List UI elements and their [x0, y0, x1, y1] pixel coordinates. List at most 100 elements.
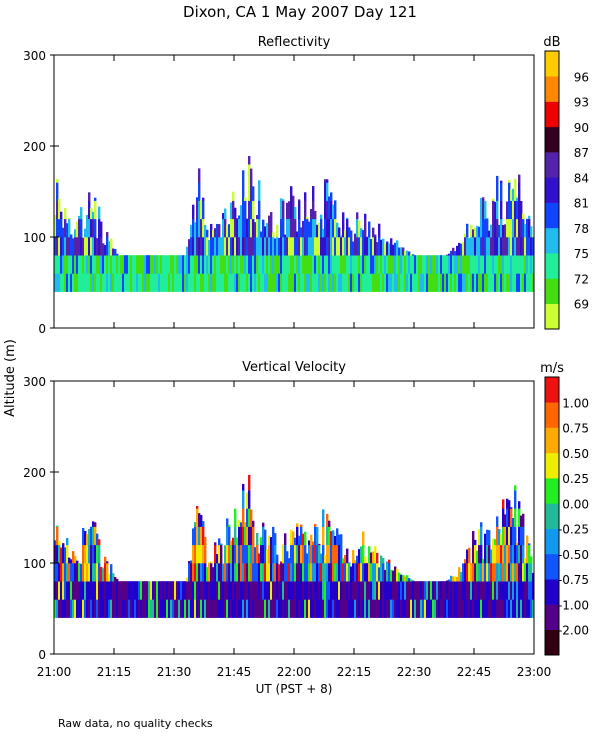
heatmap-cell: [198, 168, 201, 183]
heatmap-cell: [92, 521, 95, 527]
heatmap-cell: [504, 273, 507, 292]
heatmap-cell: [356, 563, 359, 582]
heatmap-cell: [244, 196, 247, 201]
heatmap-cell: [226, 273, 229, 292]
heatmap-cell: [416, 255, 419, 274]
heatmap-cell: [374, 546, 377, 564]
heatmap-cell: [310, 563, 313, 582]
heatmap-cell: [362, 581, 365, 600]
heatmap-cell: [284, 255, 287, 274]
heatmap-cell: [182, 273, 185, 292]
heatmap-cell: [480, 200, 483, 220]
heatmap-cell: [58, 200, 61, 220]
heatmap-cell: [206, 273, 209, 292]
heatmap-cell: [314, 211, 317, 220]
heatmap-cell: [96, 238, 99, 256]
heatmap-cell: [76, 255, 79, 274]
colorbar-label: -0.50: [558, 548, 589, 562]
heatmap-cell: [122, 273, 125, 292]
heatmap-cell: [82, 273, 85, 292]
heatmap-cell: [508, 273, 511, 292]
heatmap-cell: [66, 538, 69, 546]
heatmap-cell: [348, 273, 351, 292]
heatmap-cell: [54, 218, 57, 238]
heatmap-cell: [480, 563, 483, 582]
heatmap-cell: [234, 255, 237, 274]
footer-note: Raw data, no quality checks: [58, 717, 213, 730]
heatmap-cell: [94, 522, 97, 527]
heatmap-cell: [344, 563, 347, 582]
heatmap-cell: [516, 255, 519, 274]
heatmap-cell: [384, 599, 387, 618]
heatmap-cell: [318, 563, 321, 582]
heatmap-cell: [352, 563, 355, 582]
heatmap-cell: [398, 255, 401, 274]
heatmap-cell: [270, 255, 273, 274]
heatmap-cell: [506, 498, 509, 509]
heatmap-cell: [466, 581, 469, 600]
colorbar-label: 90: [574, 121, 589, 135]
heatmap-cell: [200, 199, 203, 201]
heatmap-cell: [78, 237, 81, 256]
heatmap-cell: [510, 599, 513, 618]
heatmap-cell: [274, 544, 277, 564]
heatmap-cell: [408, 578, 411, 582]
heatmap-cell: [246, 508, 249, 527]
heatmap-cell: [352, 241, 355, 256]
colorbar-swatch: [545, 528, 559, 555]
heatmap-cell: [508, 544, 511, 564]
heatmap-cell: [254, 255, 257, 274]
velocity-x-ticks: 21:00 21:15 21:30 21:45 22:00 22:15 22:30 22:45…: [37, 381, 551, 679]
heatmap-cell: [54, 273, 57, 292]
heatmap-cell: [246, 581, 249, 600]
heatmap-cell: [376, 273, 379, 292]
heatmap-cell: [466, 223, 469, 238]
heatmap-cell: [74, 273, 77, 292]
heatmap-cell: [290, 200, 293, 220]
heatmap-cell: [288, 255, 291, 274]
heatmap-cell: [150, 581, 153, 600]
heatmap-cell: [56, 599, 59, 618]
heatmap-cell: [168, 599, 171, 618]
heatmap-cell: [476, 599, 479, 618]
heatmap-cell: [456, 245, 459, 256]
heatmap-cell: [100, 237, 103, 256]
heatmap-cell: [464, 233, 467, 238]
heatmap-cell: [292, 195, 295, 201]
heatmap-cell: [196, 237, 199, 256]
heatmap-cell: [336, 544, 339, 564]
heatmap-cell: [362, 531, 365, 546]
heatmap-cell: [256, 218, 259, 238]
heatmap-cell: [332, 255, 335, 274]
heatmap-cell: [212, 599, 215, 618]
heatmap-cell: [162, 273, 165, 292]
heatmap-cell: [110, 581, 113, 600]
heatmap-cell: [326, 218, 329, 238]
heatmap-cell: [252, 255, 255, 274]
heatmap-cell: [362, 544, 365, 564]
heatmap-cell: [236, 255, 239, 274]
heatmap-cell: [340, 255, 343, 274]
heatmap-cell: [280, 218, 283, 238]
heatmap-cell: [270, 563, 273, 582]
heatmap-cell: [92, 255, 95, 274]
heatmap-cell: [70, 599, 73, 618]
heatmap-cell: [388, 599, 391, 618]
y-tick-label: 300: [23, 375, 46, 389]
heatmap-cell: [334, 200, 337, 220]
heatmap-cell: [258, 563, 261, 582]
heatmap-cell: [480, 237, 483, 256]
heatmap-cell: [310, 209, 313, 220]
heatmap-cell: [416, 273, 419, 292]
heatmap-cell: [188, 273, 191, 292]
heatmap-cell: [346, 563, 349, 582]
heatmap-cell: [70, 234, 73, 238]
heatmap-cell: [332, 563, 335, 582]
heatmap-cell: [232, 599, 235, 618]
heatmap-cell: [410, 255, 413, 274]
heatmap-cell: [282, 255, 285, 274]
heatmap-cell: [308, 255, 311, 274]
heatmap-cell: [234, 218, 237, 238]
heatmap-cell: [462, 599, 465, 618]
heatmap-cell: [56, 255, 59, 274]
